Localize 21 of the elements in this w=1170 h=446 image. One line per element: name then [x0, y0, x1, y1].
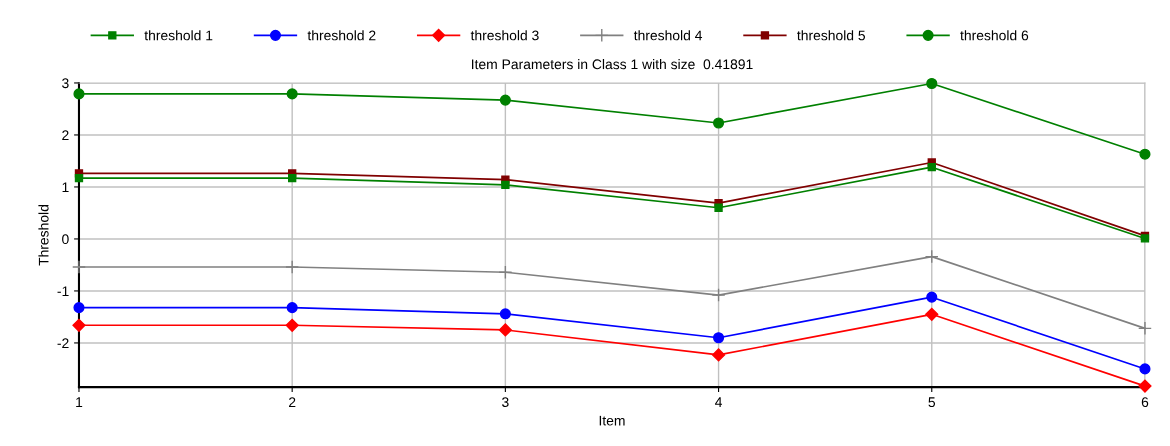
y-tick-label: 3: [62, 78, 69, 89]
chart-title: Item Parameters in Class 1 with size 0.41891: [471, 59, 753, 70]
y-axis-title: Threshold: [38, 205, 49, 266]
x-tick-label: 3: [502, 397, 509, 408]
x-tick-label: 6: [1141, 397, 1149, 408]
x-tick-label: 4: [715, 397, 723, 407]
x-axis-title: Item: [599, 415, 625, 426]
y-tick-label: 1: [62, 182, 69, 192]
legend-label: threshold 4: [633, 30, 703, 41]
legend-label: threshold 1: [144, 30, 213, 41]
y-tick-label: 2: [62, 130, 69, 140]
x-tick-label: 1: [76, 397, 83, 407]
x-tick-label: 2: [289, 397, 296, 407]
y-tick-label: -1: [57, 286, 69, 296]
x-tick-label: 5: [928, 397, 936, 408]
y-tick-label: 0: [62, 234, 69, 245]
legend-label: threshold 5: [797, 30, 866, 41]
legend-label: threshold 3: [470, 30, 539, 41]
legend-label: threshold 2: [307, 30, 376, 41]
legend-label: threshold 6: [960, 30, 1029, 41]
y-tick-label: -2: [57, 338, 69, 348]
